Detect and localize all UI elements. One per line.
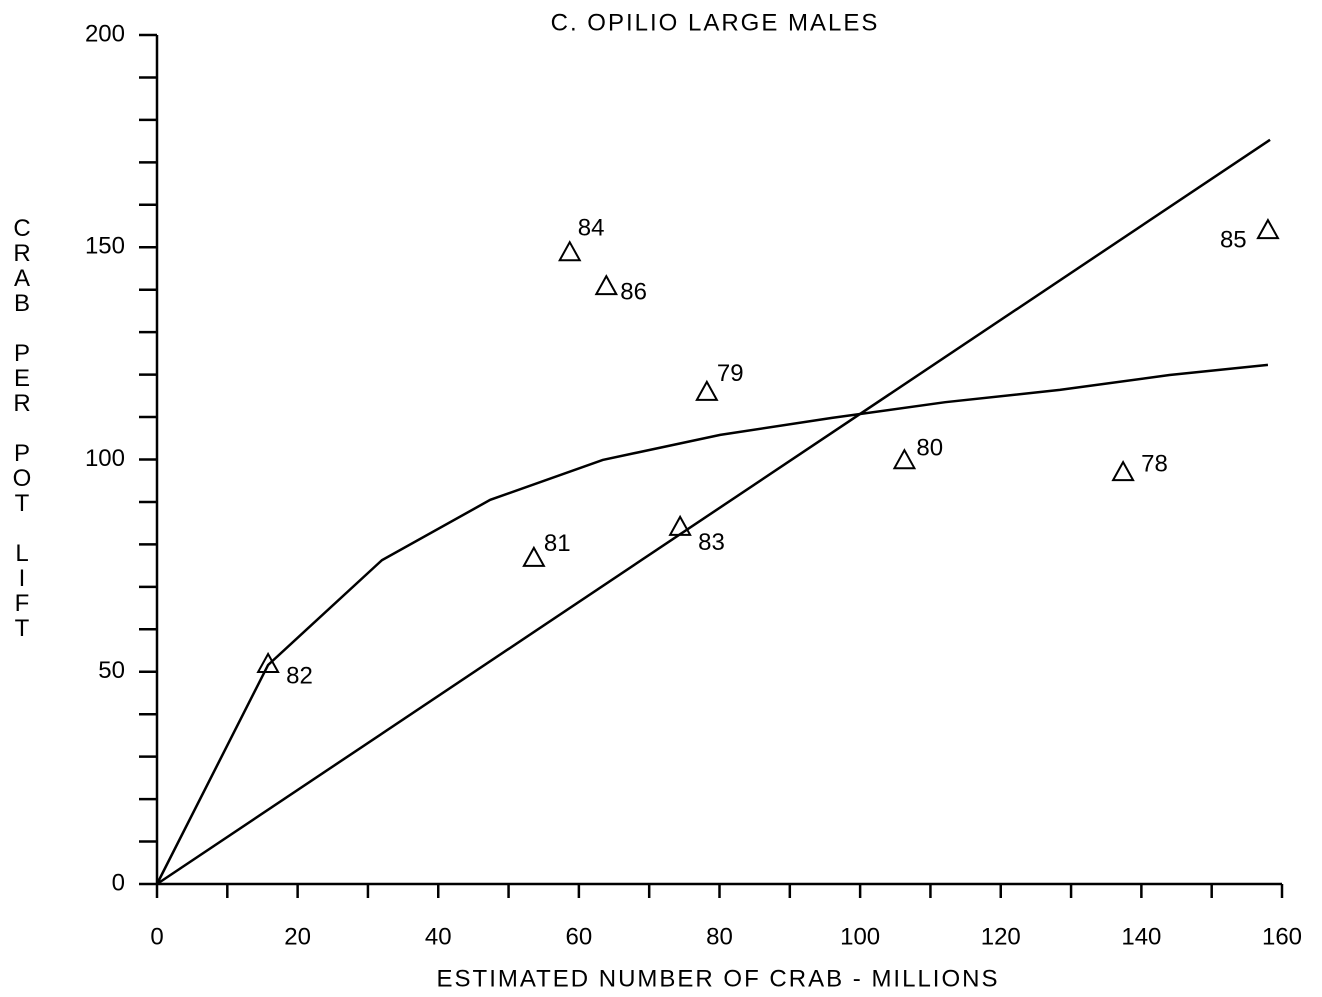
y-tick-label: 50 xyxy=(98,657,125,684)
y-tick-label: 150 xyxy=(85,233,125,260)
x-tick-label: 20 xyxy=(284,923,311,950)
y-axis-title: CRAB PER POT LIFT xyxy=(9,215,36,640)
y-tick-label: 100 xyxy=(85,445,125,472)
curve xyxy=(155,363,1269,885)
point-label: 79 xyxy=(717,360,744,387)
x-tick-label: 0 xyxy=(150,923,163,950)
point-label: 82 xyxy=(286,662,313,689)
point xyxy=(256,651,280,673)
x-tick-label: 80 xyxy=(706,923,733,950)
y-tick-label: 0 xyxy=(112,869,125,896)
x-tick-label: 40 xyxy=(425,923,452,950)
x-tick-label: 140 xyxy=(1121,923,1161,950)
y-tick-label: 200 xyxy=(85,20,125,47)
point xyxy=(1111,460,1135,482)
x-axis-title: ESTIMATED NUMBER OF CRAB - MILLIONS xyxy=(437,965,1000,992)
chart-title: C. OPILIO LARGE MALES xyxy=(551,9,880,36)
x-tick-label: 120 xyxy=(981,923,1021,950)
point xyxy=(1256,218,1280,240)
x-tick-label: 100 xyxy=(840,923,880,950)
point-label: 81 xyxy=(544,530,571,557)
point xyxy=(594,274,618,296)
curve xyxy=(156,138,1271,886)
point xyxy=(522,545,546,567)
point-label: 80 xyxy=(916,435,943,462)
point-label: 85 xyxy=(1220,226,1247,253)
point-label: 84 xyxy=(578,215,605,242)
x-tick-label: 60 xyxy=(566,923,593,950)
point-label: 78 xyxy=(1141,450,1168,477)
point xyxy=(558,240,582,262)
point xyxy=(892,448,917,470)
point-label: 86 xyxy=(620,278,647,305)
point xyxy=(668,514,692,536)
point-label: 83 xyxy=(698,529,725,556)
x-tick-label: 160 xyxy=(1262,923,1302,950)
point xyxy=(695,379,719,401)
